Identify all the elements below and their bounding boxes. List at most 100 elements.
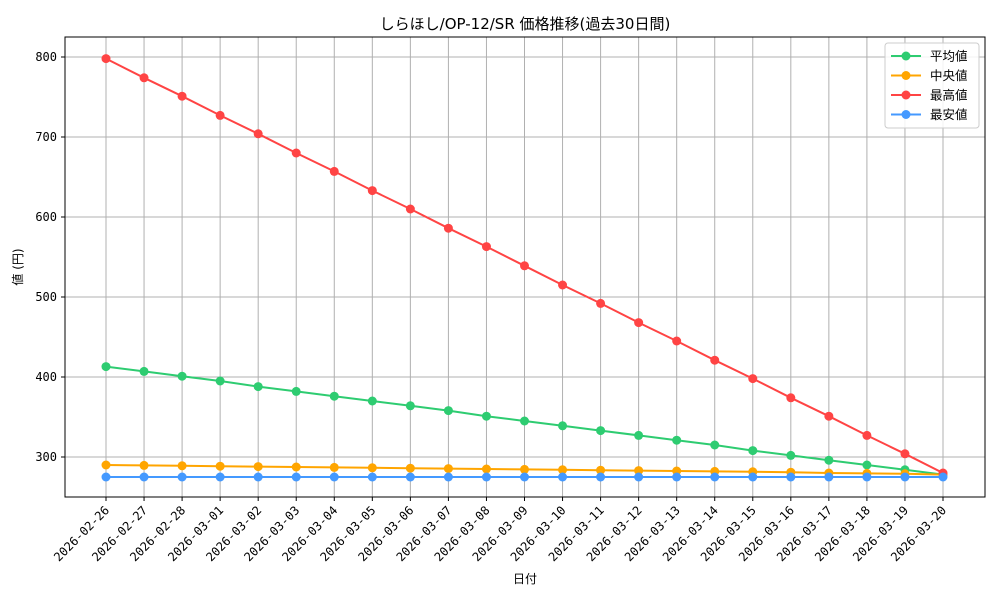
data-point bbox=[520, 472, 529, 482]
legend-marker-icon bbox=[901, 90, 911, 100]
data-point bbox=[558, 472, 568, 482]
data-point bbox=[748, 374, 758, 384]
data-point bbox=[291, 386, 301, 396]
data-point bbox=[215, 461, 225, 471]
data-point bbox=[367, 472, 377, 482]
legend-label: 最安値 bbox=[930, 107, 968, 122]
x-axis-label: 日付 bbox=[513, 572, 537, 586]
data-point bbox=[329, 462, 339, 472]
series-lines bbox=[101, 54, 948, 482]
data-point bbox=[938, 472, 948, 482]
data-point bbox=[481, 472, 491, 482]
series-2 bbox=[101, 54, 948, 478]
data-point bbox=[824, 455, 834, 465]
data-point bbox=[177, 371, 187, 381]
data-point bbox=[481, 411, 491, 421]
data-point bbox=[634, 472, 644, 482]
legend-label: 最高値 bbox=[930, 88, 968, 103]
y-tick-label: 300 bbox=[35, 450, 57, 464]
data-point bbox=[786, 450, 796, 460]
data-point bbox=[405, 401, 415, 411]
x-axis-ticks: 2026-02-262026-02-272026-02-282026-03-01… bbox=[51, 497, 949, 564]
data-point bbox=[748, 472, 758, 482]
data-point bbox=[710, 440, 720, 450]
data-point bbox=[215, 376, 225, 386]
data-point bbox=[443, 472, 453, 482]
y-tick-label: 700 bbox=[35, 130, 57, 144]
legend-label: 中央値 bbox=[930, 68, 968, 83]
data-point bbox=[481, 464, 491, 474]
data-point bbox=[253, 382, 263, 392]
series-0 bbox=[101, 362, 948, 480]
data-point bbox=[558, 280, 568, 290]
data-point bbox=[596, 472, 606, 482]
data-point bbox=[900, 472, 910, 482]
data-point bbox=[824, 411, 834, 421]
data-point bbox=[634, 430, 644, 440]
y-tick-label: 800 bbox=[35, 50, 57, 64]
data-point bbox=[253, 472, 263, 482]
data-point bbox=[786, 393, 796, 403]
data-point bbox=[367, 463, 377, 473]
legend-item-1: 中央値 bbox=[891, 68, 968, 83]
data-point bbox=[177, 461, 187, 471]
data-point bbox=[253, 462, 263, 472]
legend-marker-icon bbox=[901, 51, 911, 61]
data-point bbox=[291, 462, 301, 472]
data-point bbox=[862, 460, 872, 470]
y-axis-ticks: 300 400 500 600 700 800 bbox=[35, 50, 65, 464]
data-point bbox=[291, 148, 301, 158]
data-point bbox=[405, 472, 415, 482]
legend-box bbox=[884, 42, 980, 129]
data-point bbox=[405, 204, 415, 214]
legend-item-3: 最安値 bbox=[891, 107, 968, 122]
data-point bbox=[634, 318, 644, 328]
data-point bbox=[101, 460, 111, 470]
data-point bbox=[367, 396, 377, 406]
chart-title: しらほし/OP-12/SR 価格推移(過去30日間) bbox=[380, 15, 671, 33]
y-axis-label: 値 (円) bbox=[10, 248, 25, 285]
y-tick-label: 500 bbox=[35, 290, 57, 304]
legend-item-0: 平均値 bbox=[891, 49, 968, 64]
data-point bbox=[481, 242, 491, 252]
data-point bbox=[443, 223, 453, 233]
data-point bbox=[596, 465, 606, 475]
data-point bbox=[443, 464, 453, 474]
legend-marker-icon bbox=[901, 110, 911, 119]
y-tick-label: 400 bbox=[35, 370, 57, 384]
data-point bbox=[291, 472, 301, 482]
data-point bbox=[634, 466, 644, 476]
data-point bbox=[215, 472, 225, 482]
data-point bbox=[824, 472, 834, 482]
data-point bbox=[558, 421, 568, 431]
data-point bbox=[710, 472, 720, 482]
series-3 bbox=[101, 472, 948, 482]
data-point bbox=[443, 406, 453, 416]
data-point bbox=[520, 416, 529, 426]
data-point bbox=[596, 426, 606, 436]
data-point bbox=[672, 472, 682, 482]
data-point bbox=[862, 472, 872, 482]
legend-label: 平均値 bbox=[930, 49, 968, 64]
data-point bbox=[177, 91, 187, 101]
data-point bbox=[786, 472, 796, 482]
y-tick-label: 600 bbox=[35, 210, 57, 224]
data-point bbox=[101, 54, 111, 64]
data-point bbox=[672, 435, 682, 445]
data-point bbox=[367, 186, 377, 196]
data-point bbox=[101, 362, 111, 372]
data-point bbox=[558, 465, 568, 475]
data-point bbox=[329, 391, 339, 401]
data-point bbox=[139, 460, 149, 470]
data-point bbox=[177, 472, 187, 482]
data-point bbox=[405, 463, 415, 473]
data-point bbox=[672, 336, 682, 346]
data-point bbox=[101, 472, 111, 482]
legend-item-2: 最高値 bbox=[891, 88, 968, 103]
data-point bbox=[329, 472, 339, 482]
data-point bbox=[862, 430, 872, 440]
data-point bbox=[253, 129, 263, 139]
data-point bbox=[520, 464, 529, 474]
